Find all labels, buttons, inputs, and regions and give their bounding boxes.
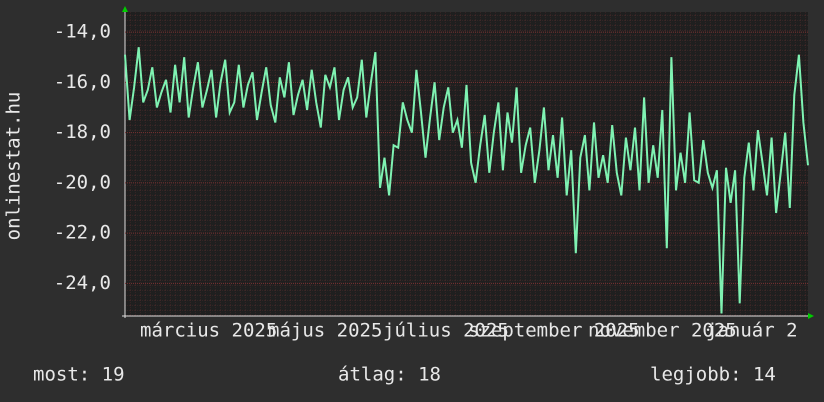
x-tick-label: július 2025	[383, 320, 509, 342]
stat: most: 19	[33, 364, 125, 386]
y-tick-label: -14,0	[54, 21, 111, 43]
y-tick-label: -18,0	[54, 121, 111, 143]
y-tick-label: -22,0	[54, 222, 111, 244]
x-arrow	[808, 313, 814, 319]
stat: átlag: 18	[338, 364, 441, 386]
data-line	[124, 47, 809, 314]
x-tick-label: január 2	[706, 320, 798, 342]
stat: legjobb: 14	[650, 364, 776, 386]
x-tick-label: március 2025	[140, 320, 277, 342]
x-tick-label: november 2025	[588, 320, 737, 342]
x-tick-label: szeptember 2025	[468, 320, 640, 342]
y-tick-label: -16,0	[54, 71, 111, 93]
x-tick-label: május 2025	[268, 320, 382, 342]
y-tick-label: -20,0	[54, 171, 111, 193]
y-arrow	[122, 6, 128, 12]
y-tick-label: -24,0	[54, 272, 111, 294]
y-axis-label: onlinestat.hu	[3, 92, 25, 241]
plot-area	[125, 12, 808, 316]
